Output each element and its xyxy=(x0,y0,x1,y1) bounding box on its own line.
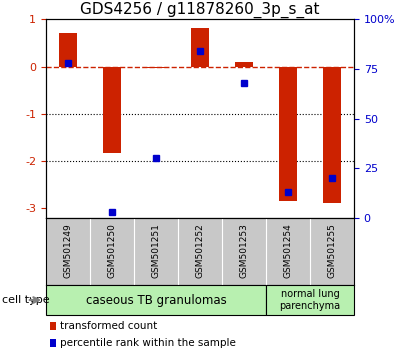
Text: GSM501249: GSM501249 xyxy=(64,223,72,278)
Bar xyxy=(46,285,266,315)
Bar xyxy=(50,322,56,330)
Bar xyxy=(103,67,121,153)
Title: GDS4256 / g11878260_3p_s_at: GDS4256 / g11878260_3p_s_at xyxy=(80,2,320,18)
Bar xyxy=(266,285,354,315)
Text: cell type: cell type xyxy=(2,295,50,305)
Text: normal lung
parenchyma: normal lung parenchyma xyxy=(280,289,340,311)
Bar xyxy=(59,33,77,67)
Bar xyxy=(235,62,253,67)
Bar xyxy=(323,67,341,202)
Text: GSM501251: GSM501251 xyxy=(152,223,160,278)
Text: percentile rank within the sample: percentile rank within the sample xyxy=(60,338,236,348)
Bar xyxy=(191,28,209,67)
Text: GSM501252: GSM501252 xyxy=(196,223,204,278)
Text: GSM501254: GSM501254 xyxy=(284,223,292,278)
Text: GSM501255: GSM501255 xyxy=(328,223,336,278)
Bar xyxy=(279,67,297,201)
Text: GSM501253: GSM501253 xyxy=(240,223,248,278)
Text: caseous TB granulomas: caseous TB granulomas xyxy=(86,293,226,307)
Text: GSM501250: GSM501250 xyxy=(108,223,116,278)
Text: transformed count: transformed count xyxy=(60,321,157,331)
Bar xyxy=(147,67,165,68)
Bar xyxy=(50,339,56,347)
